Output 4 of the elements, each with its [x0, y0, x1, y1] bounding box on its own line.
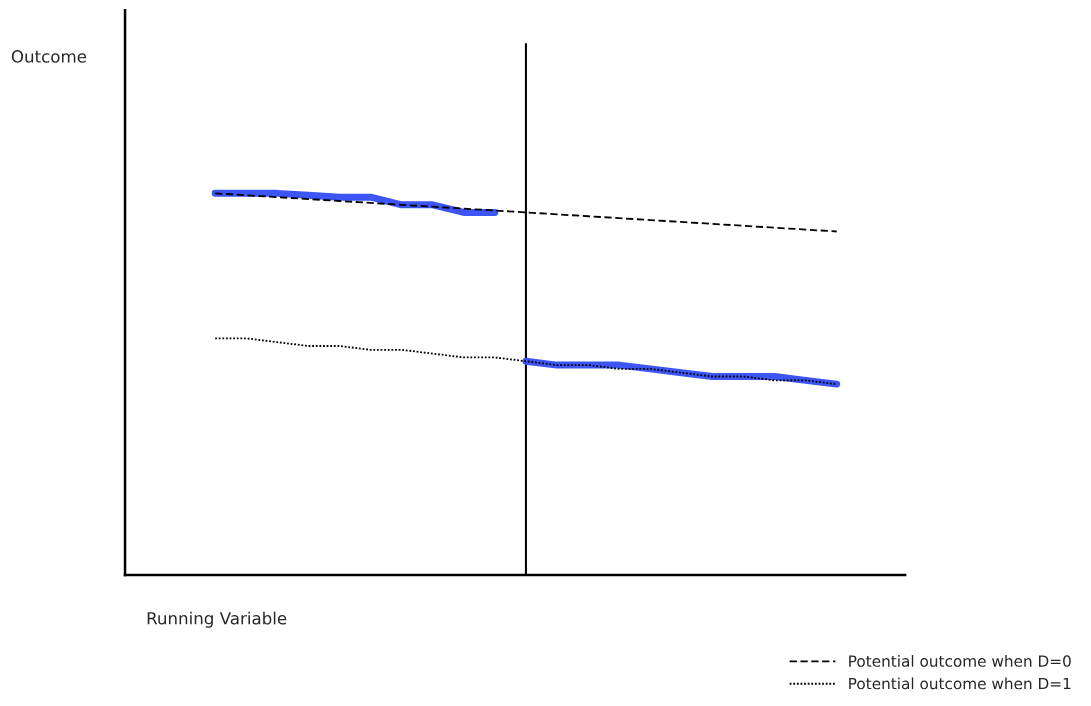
legend-label: Potential outcome when D=0	[849, 655, 1071, 667]
legend-label: Potential outcome when D=1	[849, 677, 1071, 690]
text: Outcome	[11, 50, 87, 63]
x-axis-title: Running Variable	[147, 611, 287, 628]
